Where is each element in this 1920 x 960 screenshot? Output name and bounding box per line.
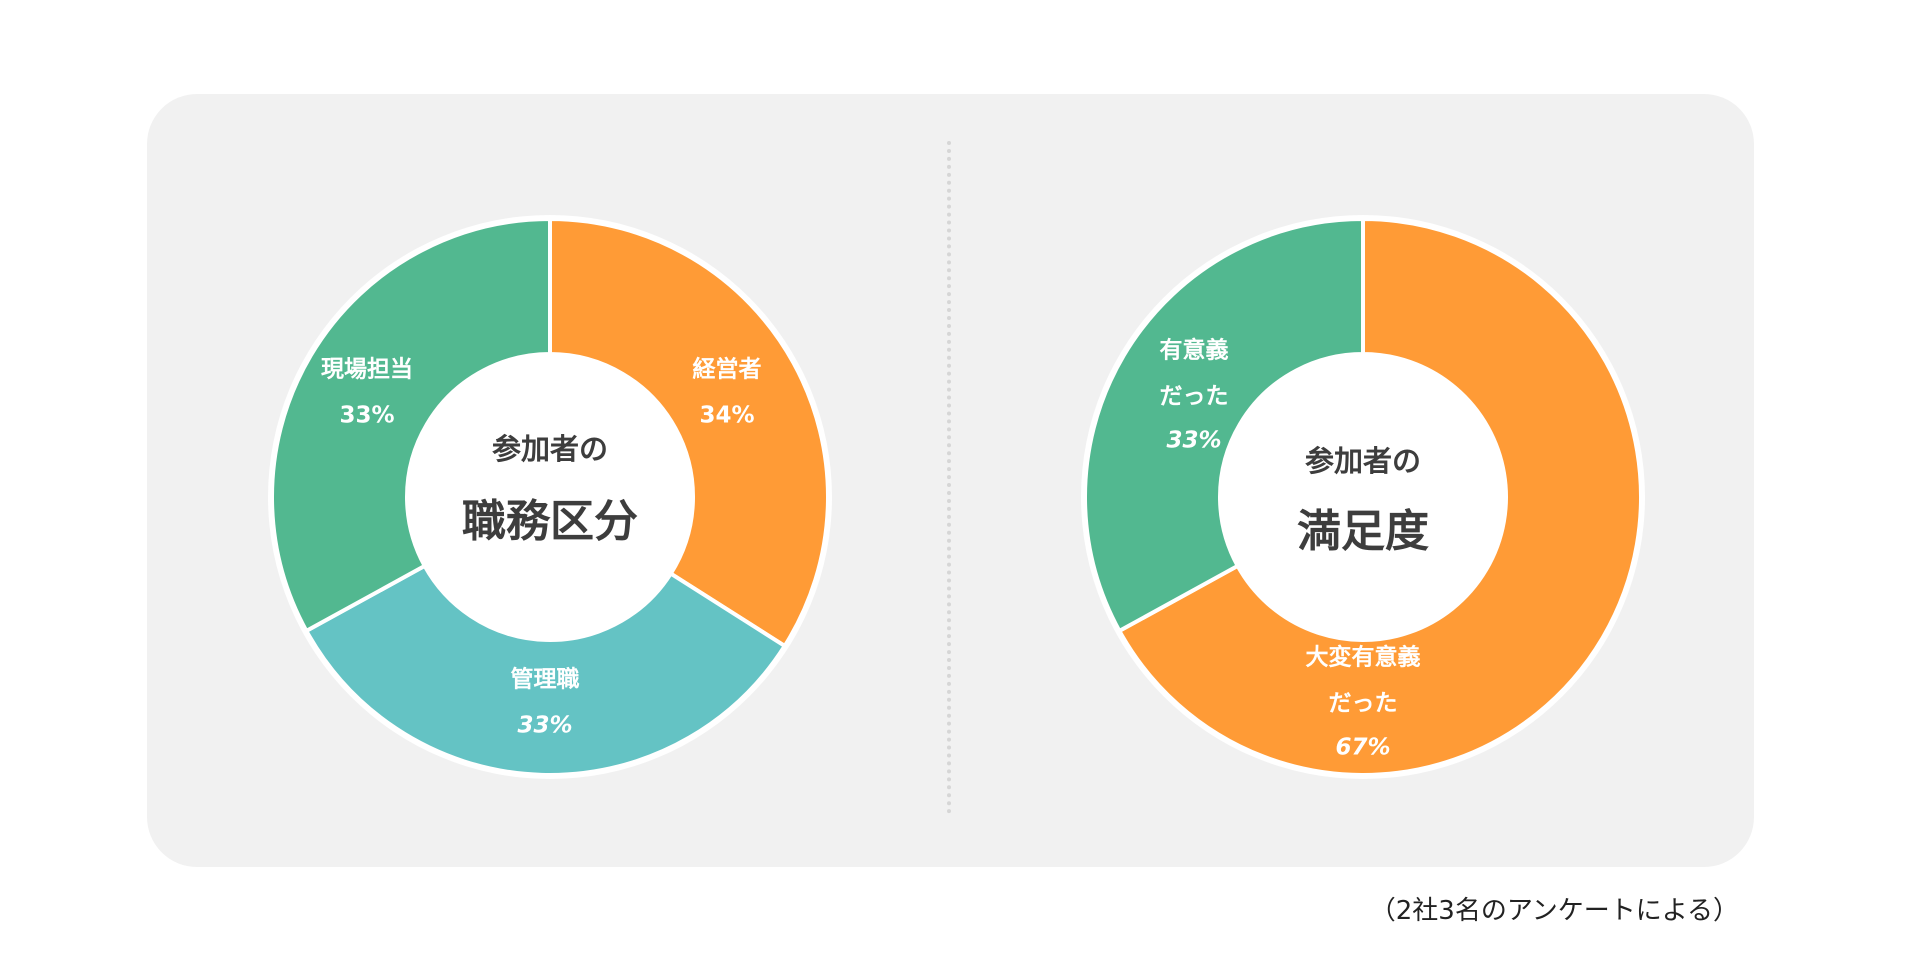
slice-label: だった (1329, 691, 1398, 717)
slice-label: 経営者 (693, 356, 762, 383)
slice-label: だった (1160, 384, 1229, 410)
footnote: （2社3名のアンケートによる） (1369, 896, 1739, 926)
center-title-line1: 参加者の (492, 432, 608, 466)
donut-hole (409, 356, 691, 638)
center-title-line2: 職務区分 (462, 496, 638, 547)
donut-slice (1116, 216, 1643, 777)
slice-label: 大変有意義 (1306, 644, 1421, 671)
slice-label: 現場担当 (321, 357, 413, 383)
slice-label: 管理職 (511, 666, 580, 693)
donut-slice (548, 216, 830, 649)
donut-hole (1222, 356, 1504, 638)
center-title-line1: 参加者の (1305, 444, 1421, 478)
donut-slice (303, 563, 788, 777)
slice-value-label: 33% (339, 403, 394, 429)
dotted-divider (947, 141, 951, 814)
slice-value-label: 33% (1166, 428, 1221, 454)
donut-slice (270, 216, 552, 634)
center-title-line2: 満足度 (1297, 506, 1429, 557)
slice-value-label: 33% (517, 713, 572, 739)
slice-value-label: 34% (699, 403, 754, 429)
slice-label: 有意義 (1160, 337, 1229, 364)
slice-value-label: 67% (1335, 735, 1390, 761)
donut-slice (1083, 216, 1365, 634)
